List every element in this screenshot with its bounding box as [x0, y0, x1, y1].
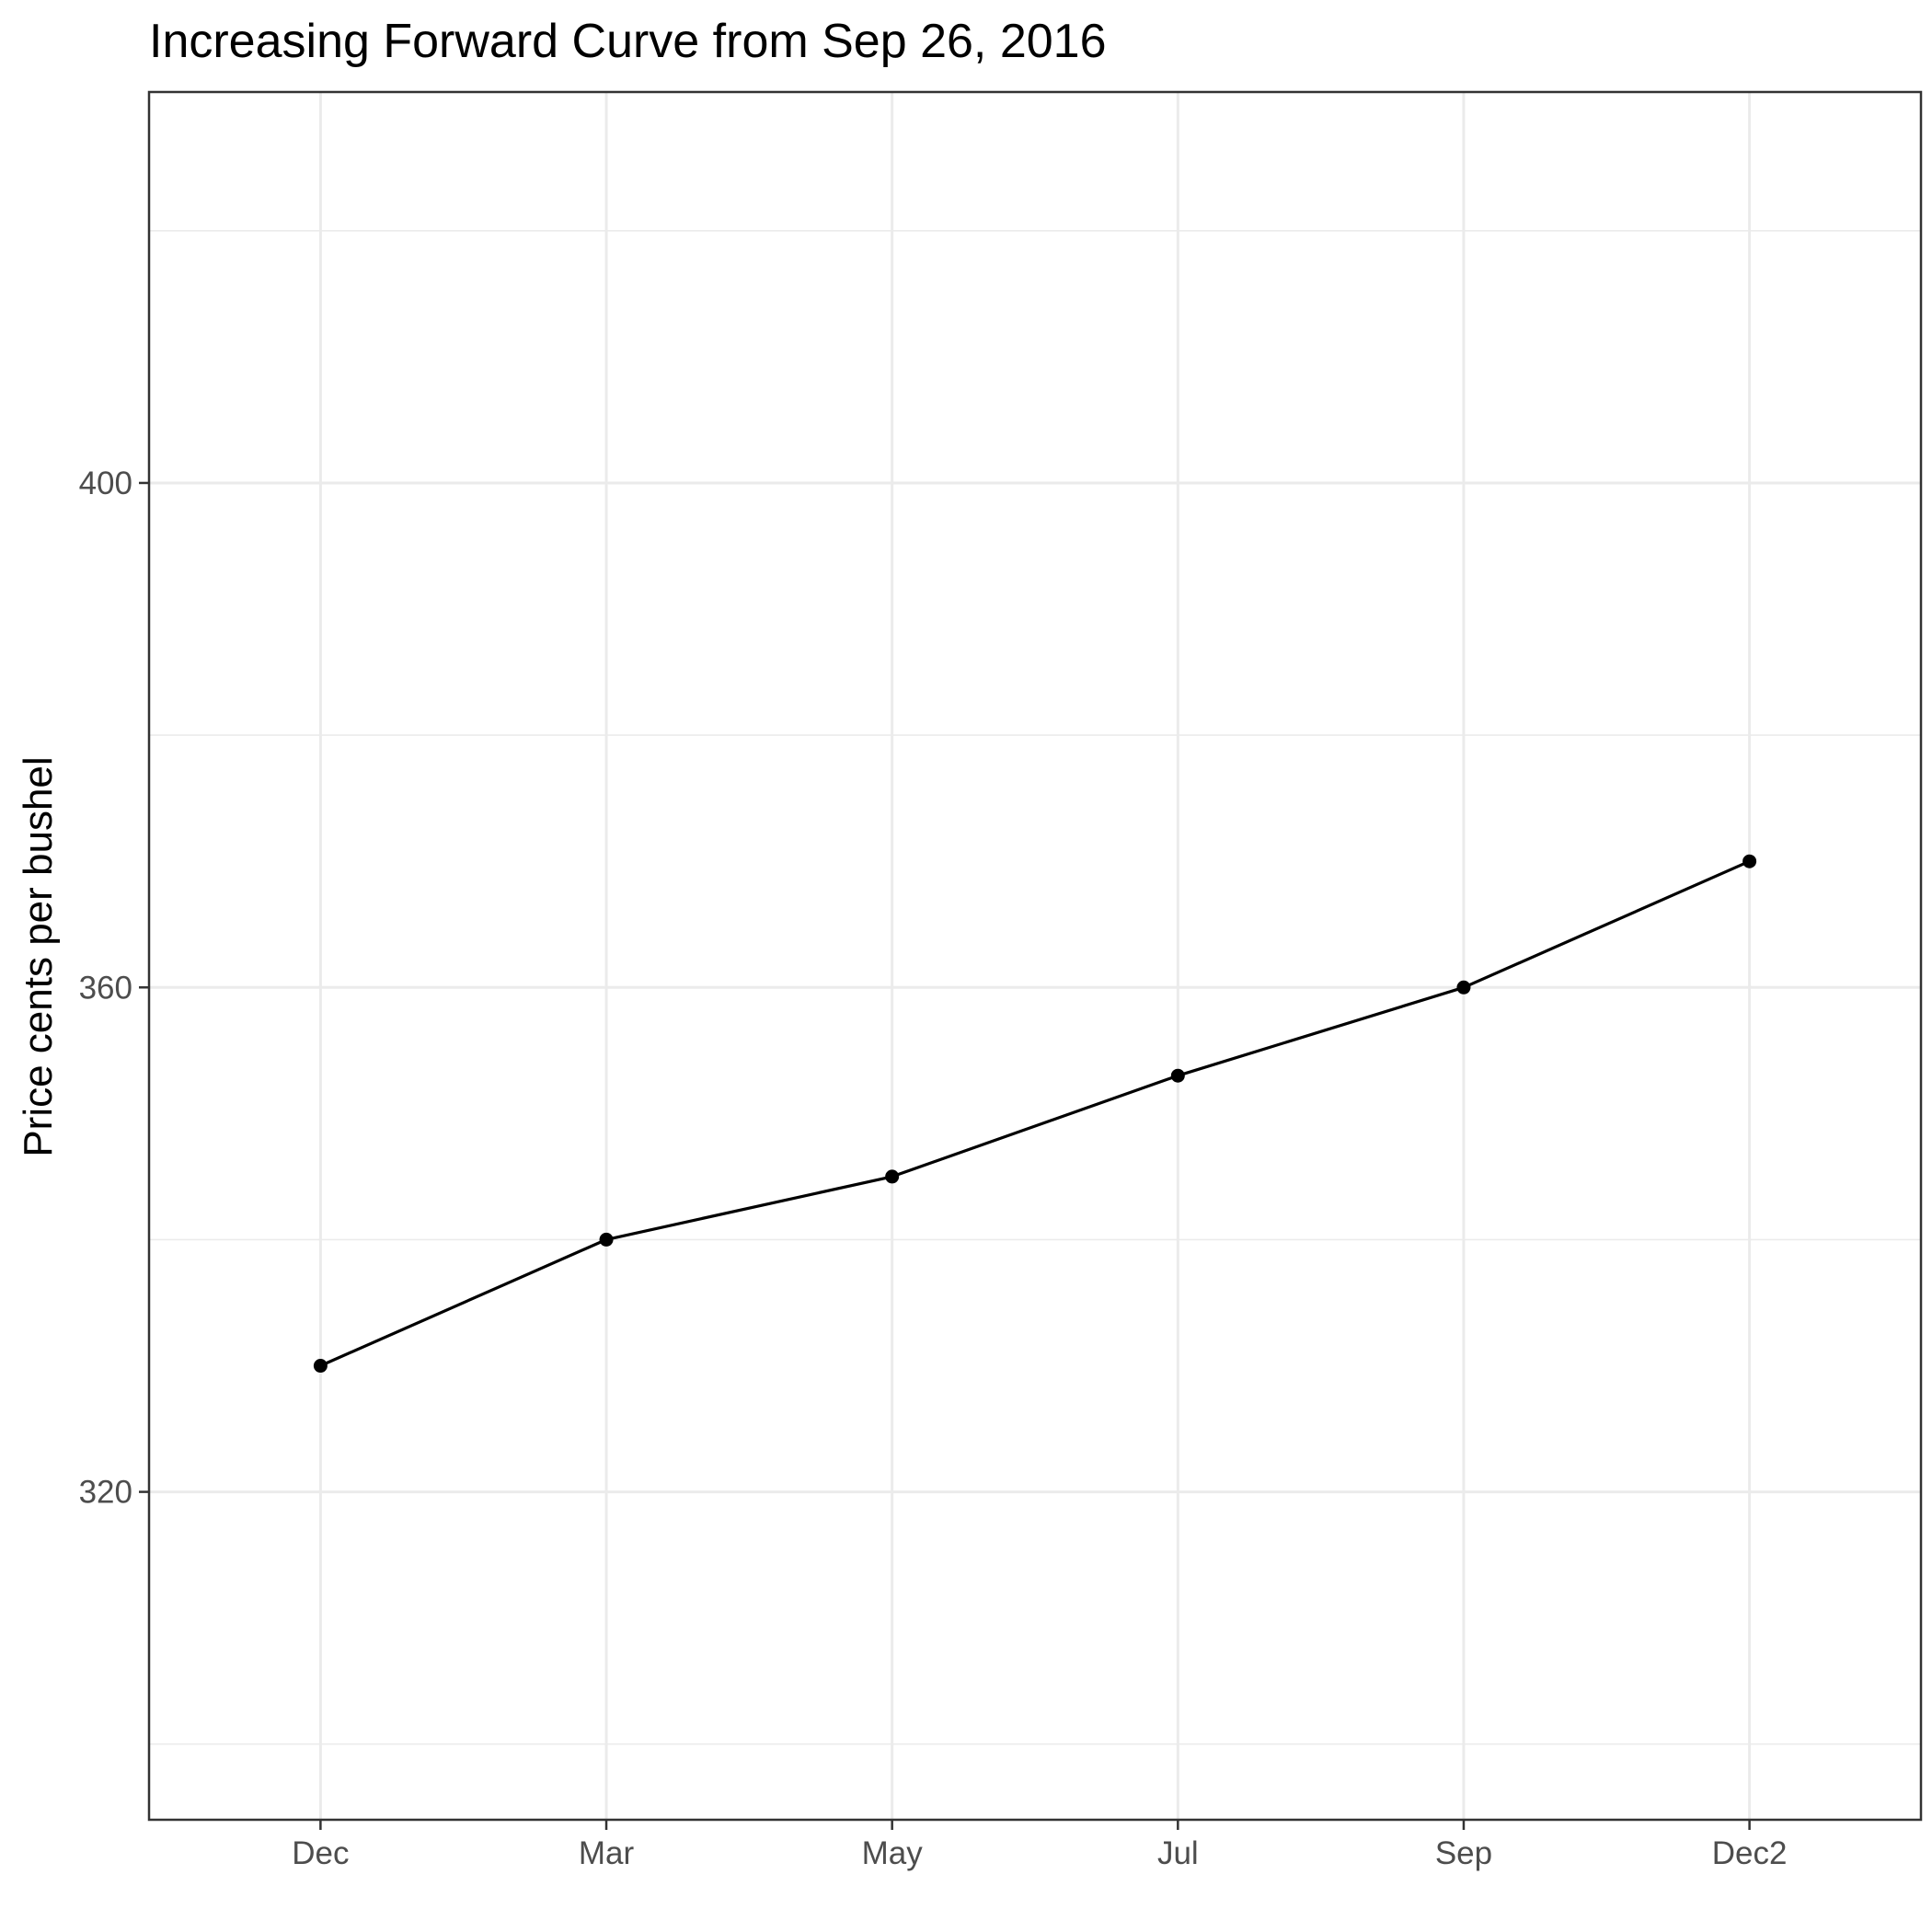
- data-point: [1170, 1068, 1185, 1083]
- y-tick-label: 320: [79, 1475, 132, 1511]
- plot-area: 320 360 400 Dec Mar May Jul Sep Dec2: [79, 90, 1923, 1871]
- data-point: [313, 1359, 328, 1374]
- data-point: [885, 1169, 900, 1184]
- data-point: [1456, 980, 1471, 995]
- y-tick-label: 360: [79, 970, 132, 1006]
- x-tick-label: Dec2: [1712, 1835, 1788, 1871]
- x-tick-label: Mar: [579, 1835, 635, 1871]
- data-point: [599, 1232, 614, 1247]
- x-tick-label: Sep: [1435, 1835, 1492, 1871]
- y-tick-label: 400: [79, 466, 132, 501]
- panel-border: [147, 90, 1923, 1822]
- y-axis-title: Price cents per bushel: [16, 756, 61, 1156]
- x-tick-label: May: [862, 1835, 924, 1871]
- data-point: [1742, 854, 1757, 868]
- x-tick-label: Dec: [292, 1835, 349, 1871]
- series-line: [319, 859, 1751, 1367]
- chart-title: Increasing Forward Curve from Sep 26, 20…: [149, 15, 1107, 68]
- x-tick-label: Jul: [1157, 1835, 1199, 1871]
- panel-background: [149, 92, 1921, 1820]
